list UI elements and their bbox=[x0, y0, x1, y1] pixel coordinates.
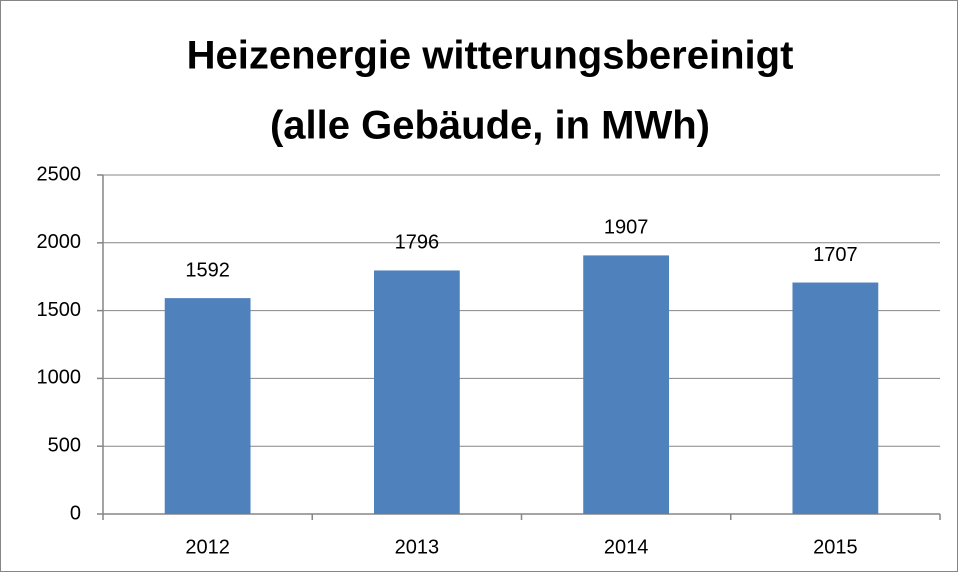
bar bbox=[583, 255, 670, 514]
x-tick-label: 2012 bbox=[185, 536, 230, 558]
x-tick-label: 2014 bbox=[604, 536, 649, 558]
y-tick-label: 1500 bbox=[37, 299, 82, 321]
y-tick-label: 0 bbox=[70, 502, 81, 524]
chart-title: (alle Gebäude, in MWh) bbox=[270, 104, 710, 148]
y-tick-label: 2000 bbox=[37, 231, 82, 253]
x-tick-label: 2015 bbox=[813, 536, 858, 558]
bar bbox=[373, 270, 460, 514]
data-label: 1907 bbox=[604, 217, 649, 239]
bar bbox=[792, 282, 879, 514]
y-tick-label: 1000 bbox=[37, 367, 82, 389]
data-label: 1592 bbox=[185, 259, 230, 281]
bar bbox=[164, 298, 251, 514]
y-tick-label: 2500 bbox=[37, 163, 82, 185]
x-tick-label: 2013 bbox=[395, 536, 440, 558]
y-tick-label: 500 bbox=[48, 434, 81, 456]
data-label: 1707 bbox=[813, 244, 858, 266]
chart-title: Heizenergie witterungsbereinigt bbox=[187, 34, 794, 78]
data-label: 1796 bbox=[395, 232, 440, 254]
